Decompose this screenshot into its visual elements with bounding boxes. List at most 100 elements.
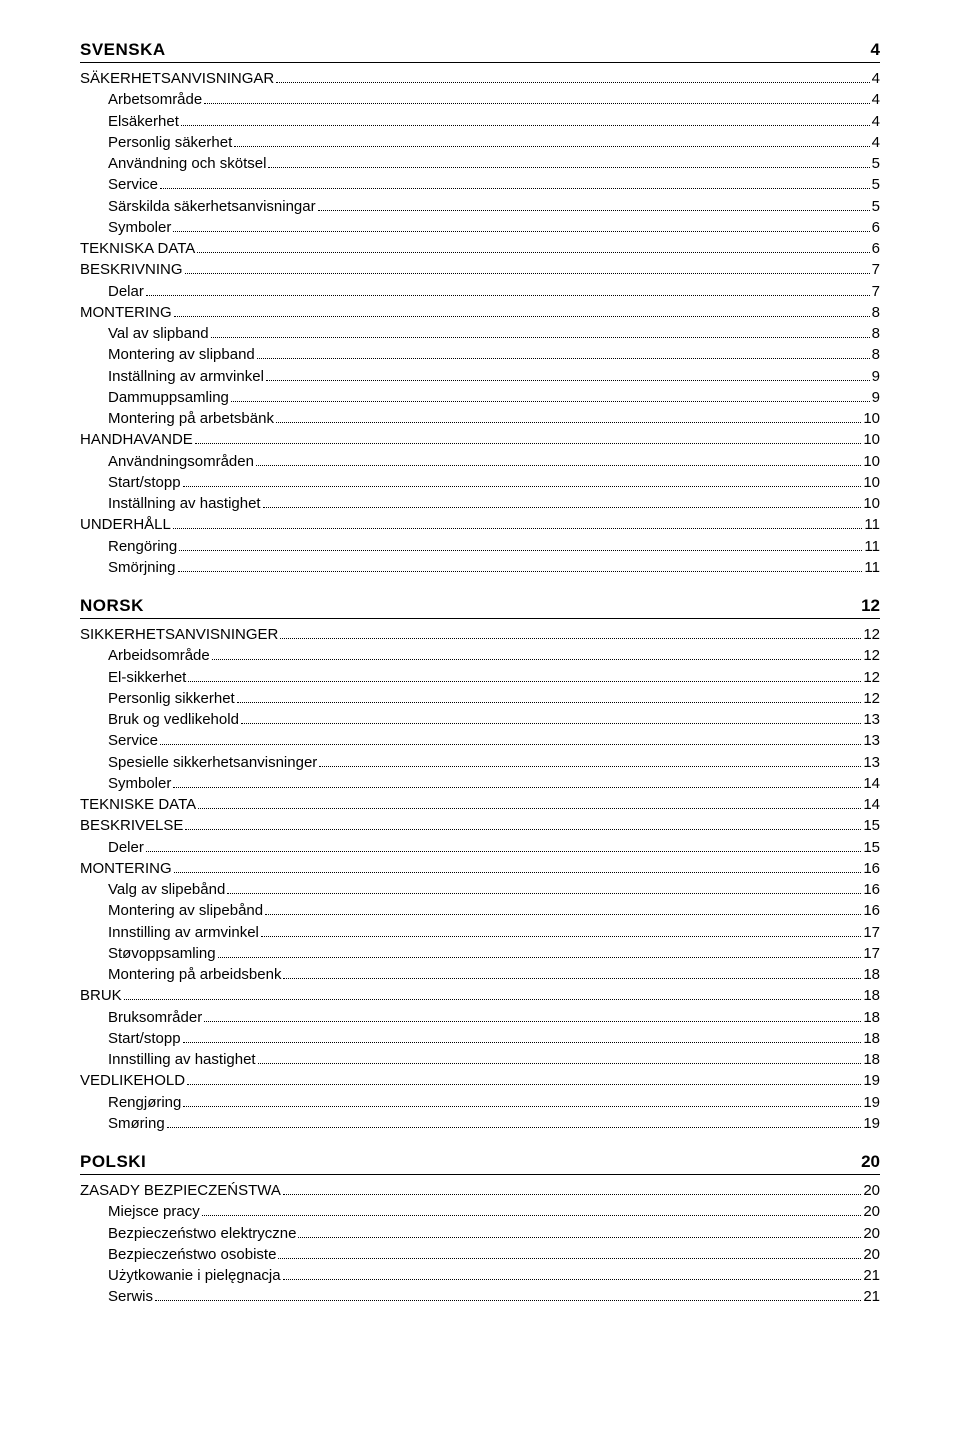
toc-entry: Start/stopp 10	[80, 473, 880, 493]
toc-entry-label: BESKRIVNING	[80, 260, 183, 280]
toc-entry-page: 17	[863, 923, 880, 943]
toc-entry: Montering av slipebånd16	[80, 901, 880, 921]
toc-entry-page: 6	[872, 218, 880, 238]
toc-entry: BESKRIVNING 7	[80, 260, 880, 280]
toc-entry: BESKRIVELSE15	[80, 816, 880, 836]
toc-entry: Użytkowanie i pielęgnacja21	[80, 1266, 880, 1286]
toc-entry-page: 10	[863, 473, 880, 493]
toc-leader-dots	[218, 957, 862, 958]
toc-leader-dots	[283, 978, 861, 979]
toc-leader-dots	[227, 893, 861, 894]
toc-entry-label: Personlig säkerhet	[108, 133, 232, 153]
toc-entry-label: Bruk og vedlikehold	[108, 710, 239, 730]
toc-leader-dots	[280, 638, 861, 639]
toc-leader-dots	[298, 1237, 861, 1238]
toc-leader-dots	[146, 295, 870, 296]
toc-entry: VEDLIKEHOLD19	[80, 1071, 880, 1091]
toc-entry-page: 7	[872, 260, 880, 280]
toc-leader-dots	[160, 744, 861, 745]
toc-leader-dots	[258, 1063, 862, 1064]
toc-entry: Delar7	[80, 282, 880, 302]
toc-entry-page: 17	[863, 944, 880, 964]
toc-leader-dots	[174, 872, 862, 873]
toc-entry-label: Särskilda säkerhetsanvisningar	[108, 197, 316, 217]
toc-entry-label: Arbeidsområde	[108, 646, 210, 666]
toc-leader-dots	[183, 486, 862, 487]
toc-entry-page: 4	[872, 69, 880, 89]
toc-entry-page: 10	[863, 494, 880, 514]
toc-entry-label: VEDLIKEHOLD	[80, 1071, 185, 1091]
toc-entry-label: UNDERHÅLL	[80, 515, 171, 535]
toc-leader-dots	[319, 766, 861, 767]
toc-entry-page: 19	[863, 1093, 880, 1113]
toc-entry-page: 13	[863, 753, 880, 773]
toc-entry-label: HANDHAVANDE	[80, 430, 193, 450]
toc-leader-dots	[181, 125, 870, 126]
toc-entry-page: 10	[863, 452, 880, 472]
toc-leader-dots	[173, 787, 861, 788]
toc-leader-dots	[160, 188, 870, 189]
toc-leader-dots	[155, 1300, 861, 1301]
toc-entry: Symboler14	[80, 774, 880, 794]
toc-entry-page: 8	[872, 303, 880, 323]
table-of-contents: SVENSKA4SÄKERHETSANVISNINGAR4Arbetsområd…	[80, 40, 880, 1308]
toc-leader-dots	[183, 1106, 861, 1107]
toc-entry-label: Val av slipband	[108, 324, 209, 344]
toc-entry: Personlig sikkerhet12	[80, 689, 880, 709]
section-header: SVENSKA4	[80, 40, 880, 63]
toc-entry: Rengjøring 19	[80, 1093, 880, 1113]
toc-leader-dots	[268, 167, 869, 168]
toc-leader-dots	[283, 1194, 861, 1195]
toc-entry: Innstilling av armvinkel17	[80, 923, 880, 943]
toc-entry-page: 20	[863, 1245, 880, 1265]
toc-leader-dots	[263, 507, 862, 508]
toc-leader-dots	[174, 316, 870, 317]
toc-entry-page: 11	[864, 558, 880, 578]
section-header: POLSKI20	[80, 1152, 880, 1175]
toc-entry-page: 14	[863, 795, 880, 815]
toc-entry: Service5	[80, 175, 880, 195]
toc-entry: Miejsce pracy20	[80, 1202, 880, 1222]
toc-entry-page: 4	[872, 90, 880, 110]
toc-entry-page: 11	[864, 515, 880, 535]
toc-entry-label: Smörjning	[108, 558, 176, 578]
toc-entry-label: Bruksområder	[108, 1008, 202, 1028]
toc-entry-page: 18	[863, 986, 880, 1006]
toc-entry-page: 20	[863, 1224, 880, 1244]
toc-leader-dots	[173, 528, 863, 529]
toc-entry: Støvoppsamling17	[80, 944, 880, 964]
toc-leader-dots	[179, 550, 862, 551]
toc-entry: Innstilling av hastighet18	[80, 1050, 880, 1070]
toc-entry-label: Elsäkerhet	[108, 112, 179, 132]
toc-entry: Särskilda säkerhetsanvisningar5	[80, 197, 880, 217]
toc-entry-label: Rengjøring	[108, 1093, 181, 1113]
toc-entry: TEKNISKE DATA14	[80, 795, 880, 815]
toc-entry-label: Start/stopp	[108, 473, 181, 493]
section-page: 20	[861, 1152, 880, 1172]
toc-leader-dots	[234, 146, 869, 147]
toc-entry-page: 19	[863, 1114, 880, 1134]
toc-leader-dots	[185, 273, 870, 274]
toc-entry-label: Start/stopp	[108, 1029, 181, 1049]
toc-leader-dots	[276, 82, 869, 83]
toc-entry-label: ZASADY BEZPIECZEŃSTWA	[80, 1181, 281, 1201]
toc-leader-dots	[173, 231, 869, 232]
toc-entry-label: Serwis	[108, 1287, 153, 1307]
toc-entry-label: BESKRIVELSE	[80, 816, 183, 836]
toc-entry-page: 10	[863, 430, 880, 450]
toc-entry-label: Personlig sikkerhet	[108, 689, 235, 709]
toc-entry: Serwis21	[80, 1287, 880, 1307]
toc-entry: El-sikkerhet12	[80, 668, 880, 688]
toc-entry-page: 11	[864, 537, 880, 557]
toc-entry-page: 6	[872, 239, 880, 259]
toc-entry: ZASADY BEZPIECZEŃSTWA20	[80, 1181, 880, 1201]
toc-entry-label: BRUK	[80, 986, 122, 1006]
toc-entry-label: Montering av slipband	[108, 345, 255, 365]
toc-entry-label: El-sikkerhet	[108, 668, 186, 688]
toc-entry: Smörjning 11	[80, 558, 880, 578]
toc-entry: Montering på arbetsbänk10	[80, 409, 880, 429]
toc-entry: HANDHAVANDE 10	[80, 430, 880, 450]
toc-entry-page: 4	[872, 112, 880, 132]
toc-leader-dots	[266, 380, 870, 381]
toc-entry-page: 12	[863, 625, 880, 645]
